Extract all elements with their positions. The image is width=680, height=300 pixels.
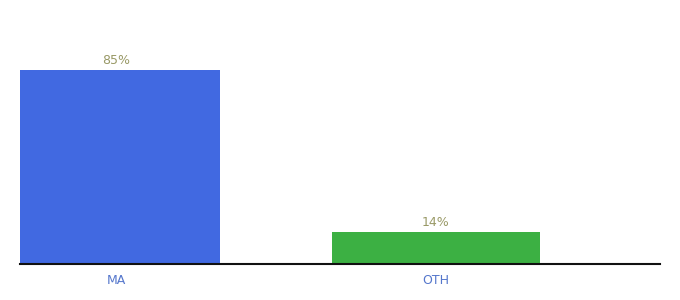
Text: 14%: 14% xyxy=(422,216,449,229)
Text: 85%: 85% xyxy=(102,54,131,67)
Bar xyxy=(332,232,540,264)
Bar xyxy=(12,70,220,264)
